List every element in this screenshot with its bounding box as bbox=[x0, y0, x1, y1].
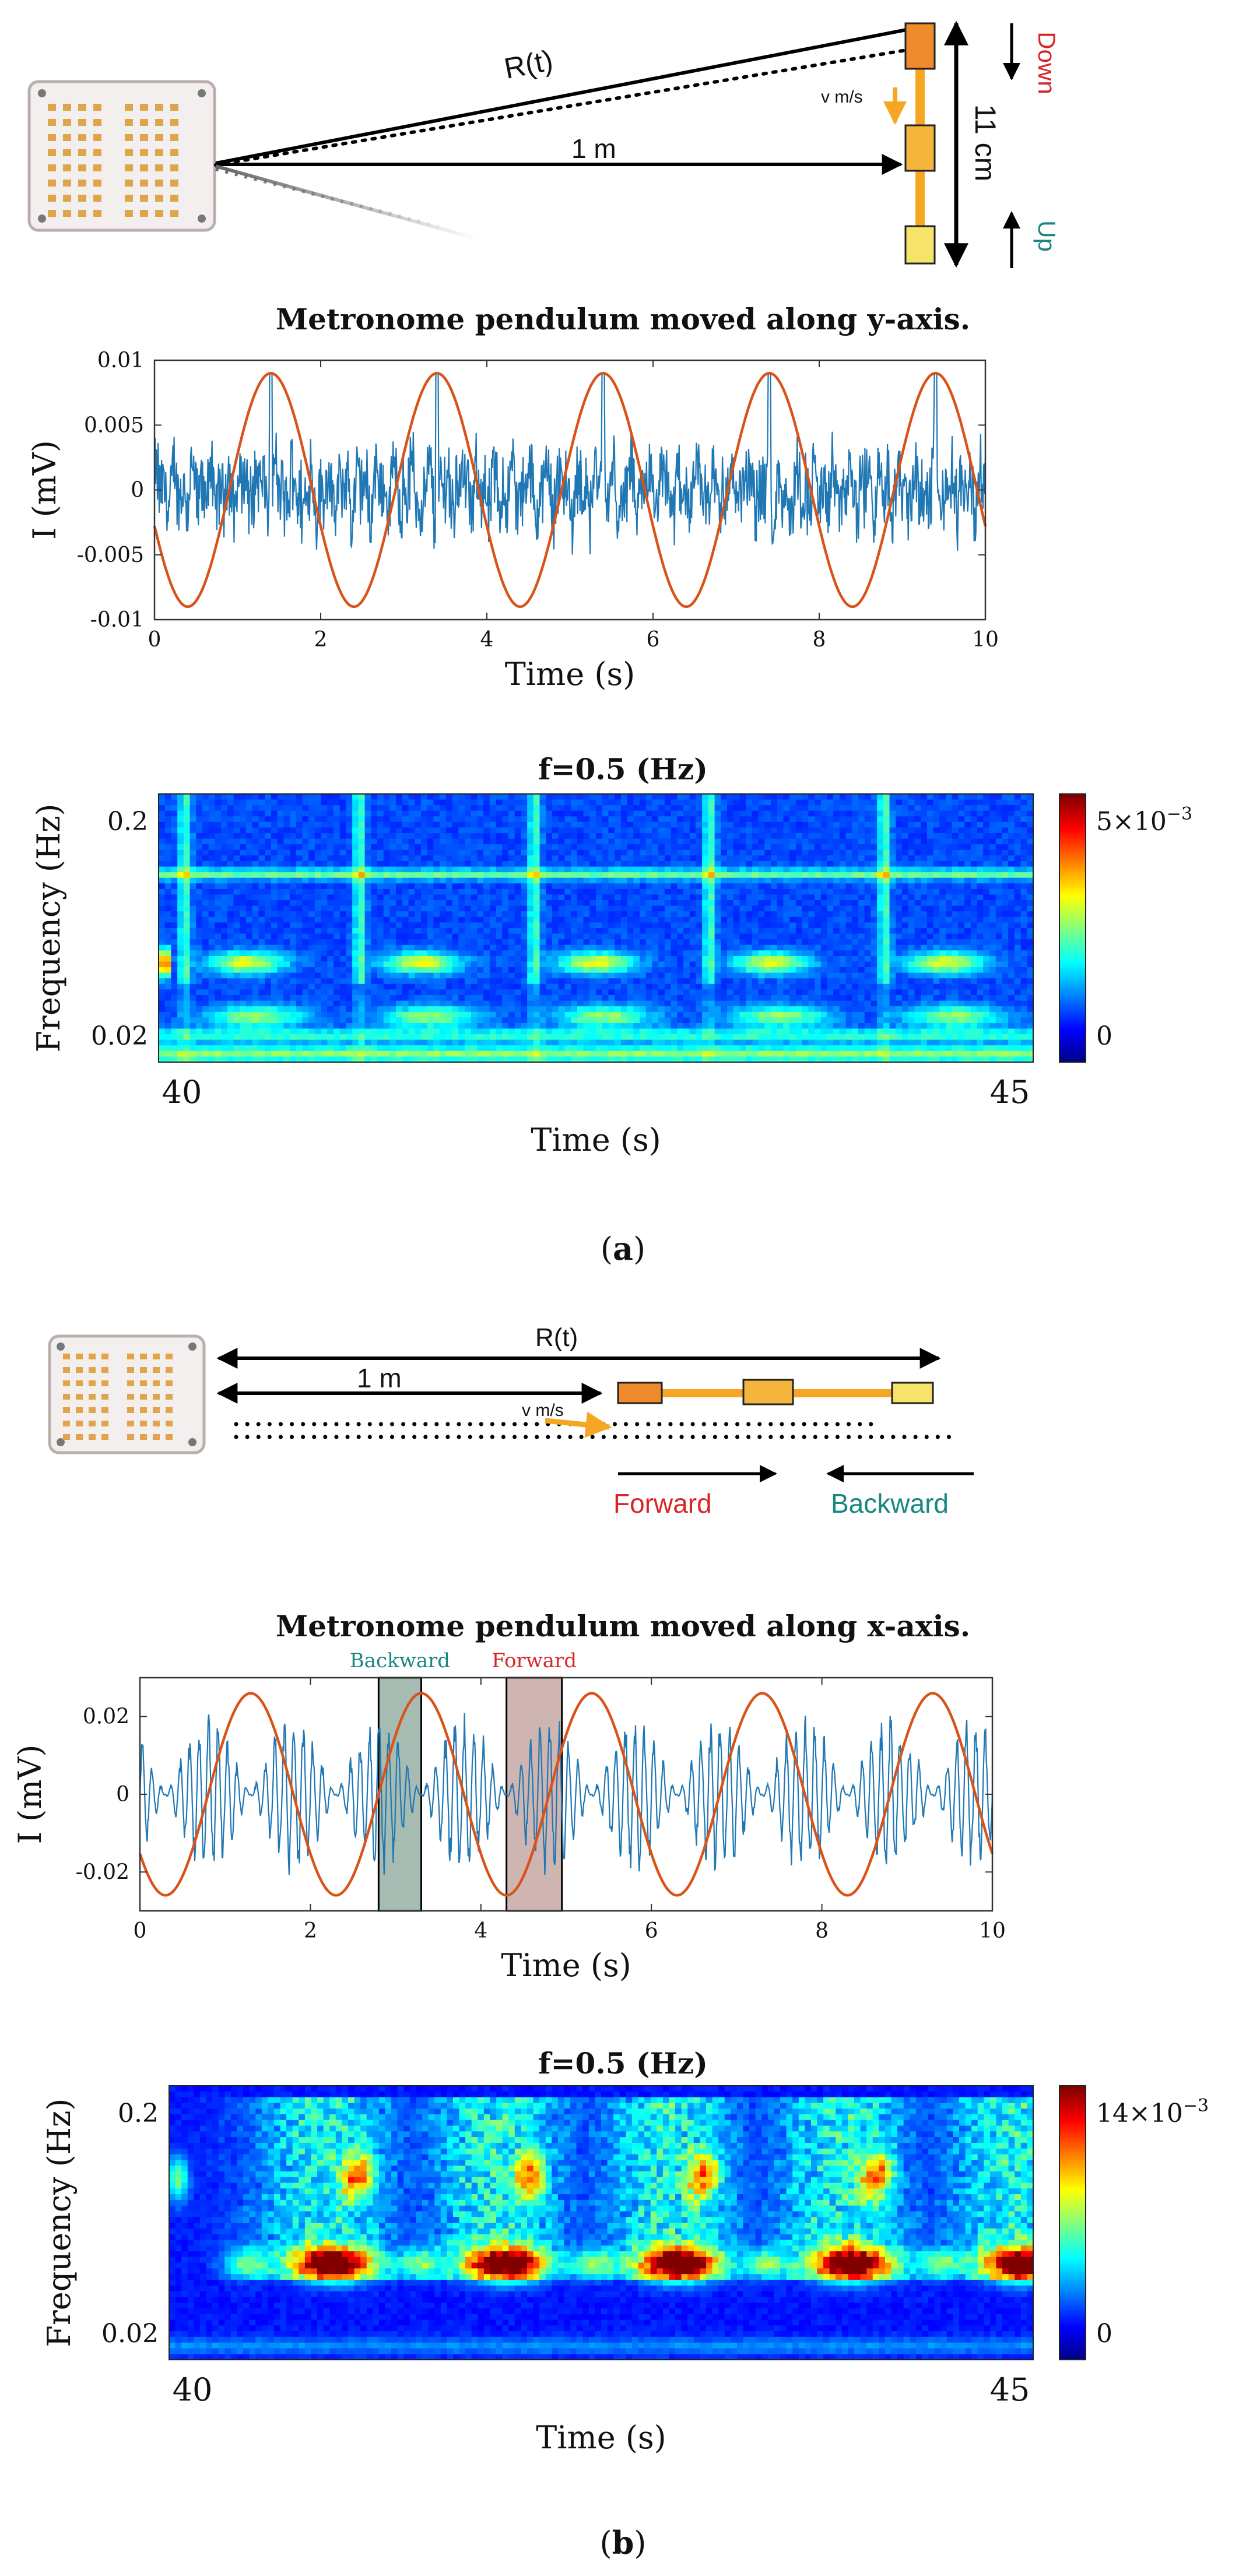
colorbar-max-label: 14×10−3 bbox=[1096, 2096, 1209, 2128]
diagram-b bbox=[48, 1334, 974, 1482]
x-axis-label: Time (s) bbox=[505, 656, 635, 693]
spec-title-a: f=0.5 (Hz) bbox=[538, 752, 708, 786]
x-tick-label: 6 bbox=[647, 628, 660, 652]
y-tick-label: 0.005 bbox=[84, 413, 144, 437]
heatmap-cells bbox=[159, 794, 1034, 1063]
caption-a: (a) bbox=[0, 1230, 1246, 1267]
x-tick-label: 40 bbox=[173, 2371, 213, 2408]
x-tick-label: 10 bbox=[979, 1919, 1006, 1943]
x-tick-label: 10 bbox=[972, 628, 999, 652]
y-axis-label: I (mV) bbox=[12, 1745, 48, 1844]
x-tick-label: 4 bbox=[474, 1919, 487, 1943]
y-tick-label: -0.02 bbox=[76, 1860, 129, 1884]
distance-label-a: 1 m bbox=[571, 133, 616, 164]
range-label-b: R(t) bbox=[535, 1323, 578, 1352]
caption-b-open: ( bbox=[599, 2525, 612, 2561]
x-tick-label: 2 bbox=[304, 1919, 317, 1943]
plot-frame bbox=[158, 793, 1034, 1063]
colorbar bbox=[1059, 794, 1086, 1063]
chart-title-b: Metronome pendulum moved along x-axis. bbox=[275, 1609, 971, 1643]
forward-label-b: Forward bbox=[613, 1488, 712, 1519]
reference-line bbox=[153, 372, 987, 609]
y-tick-label: 0.2 bbox=[118, 2099, 159, 2128]
velocity-label-a: v m/s bbox=[821, 87, 863, 107]
x-axis-label: Time (s) bbox=[536, 2419, 666, 2456]
x-axis-label: Time (s) bbox=[501, 1947, 631, 1984]
time-chart-a: 0 2 4 6 8 10 0.01 0.005 0 -0.005 -0.01 Time (s) I (m… bbox=[26, 349, 999, 693]
radar-board bbox=[27, 80, 216, 232]
x-tick-label: 6 bbox=[645, 1919, 658, 1943]
colorbar bbox=[1059, 2086, 1086, 2360]
velocity-label-b: v m/s bbox=[522, 1401, 564, 1420]
x-tick-label: 0 bbox=[134, 1919, 147, 1943]
time-chart-b: Backward Forward 0 2 4 6 8 10 0.02 0 -0.02 Time (s)… bbox=[12, 1649, 1006, 1984]
colorbar-max-exponent: −3 bbox=[1167, 804, 1192, 824]
y-tick-label: 0.02 bbox=[83, 1705, 129, 1729]
heatmap-cells bbox=[169, 2086, 1034, 2360]
plot-frame bbox=[169, 2085, 1034, 2360]
x-axis-label: Time (s) bbox=[531, 1122, 661, 1158]
y-tick-label: 0.02 bbox=[101, 2319, 159, 2349]
caption-a-open: ( bbox=[600, 1231, 613, 1267]
caption-b-letter: b bbox=[612, 2524, 634, 2561]
y-axis-label: Frequency (Hz) bbox=[41, 2099, 78, 2347]
highlight-label-forward: Forward bbox=[492, 1649, 577, 1672]
chart-title-a: Metronome pendulum moved along y-axis. bbox=[275, 302, 971, 336]
spec-title-b: f=0.5 (Hz) bbox=[538, 2046, 708, 2081]
signal-line bbox=[139, 1713, 994, 1875]
caption-b-close: ) bbox=[634, 2525, 647, 2561]
y-tick-label: 0 bbox=[131, 479, 144, 502]
radar-board-b bbox=[48, 1334, 206, 1454]
backward-label-b: Backward bbox=[831, 1488, 949, 1519]
x-tick-label: 8 bbox=[813, 628, 826, 652]
x-tick-label: 45 bbox=[990, 1074, 1030, 1110]
caption-a-letter: a bbox=[613, 1230, 633, 1267]
x-tick-label: 40 bbox=[162, 1074, 202, 1110]
colorbar-frame bbox=[1059, 793, 1086, 1063]
y-tick-label: -0.01 bbox=[90, 608, 144, 632]
y-tick-label: 0.01 bbox=[97, 349, 144, 372]
y-axis-label: I (mV) bbox=[26, 440, 63, 540]
x-tick-label: 8 bbox=[815, 1919, 829, 1943]
colorbar-min-label: 0 bbox=[1096, 2319, 1112, 2349]
x-tick-label: 2 bbox=[314, 628, 328, 652]
colorbar-max-exponent: −3 bbox=[1183, 2096, 1209, 2116]
x-tick-label: 45 bbox=[990, 2371, 1030, 2408]
colorbar-frame bbox=[1059, 2085, 1086, 2360]
spectrogram-b: 40 45 0.2 0.02 Time (s) Frequency (Hz) 14×10−3… bbox=[41, 2085, 1209, 2456]
y-tick-label: -0.005 bbox=[77, 543, 144, 567]
colorbar-min-label: 0 bbox=[1096, 1021, 1112, 1051]
x-tick-label: 0 bbox=[148, 628, 162, 652]
diagram-a bbox=[27, 20, 1020, 268]
pendulum-a bbox=[883, 22, 936, 265]
y-tick-label: 0.2 bbox=[107, 807, 148, 837]
pendulum-b bbox=[617, 1379, 934, 1405]
reference-line bbox=[138, 1692, 994, 1897]
x-tick-label: 4 bbox=[480, 628, 494, 652]
y-axis-label: Frequency (Hz) bbox=[30, 804, 67, 1053]
y-tick-label: 0 bbox=[116, 1783, 129, 1807]
distance-label-b: 1 m bbox=[357, 1363, 402, 1393]
caption-b: (b) bbox=[0, 2524, 1246, 2561]
y-tick-label: 0.02 bbox=[91, 1021, 148, 1051]
highlight-label-backward: Backward bbox=[350, 1649, 450, 1672]
signal-line bbox=[153, 372, 987, 555]
caption-a-close: ) bbox=[633, 1231, 646, 1267]
